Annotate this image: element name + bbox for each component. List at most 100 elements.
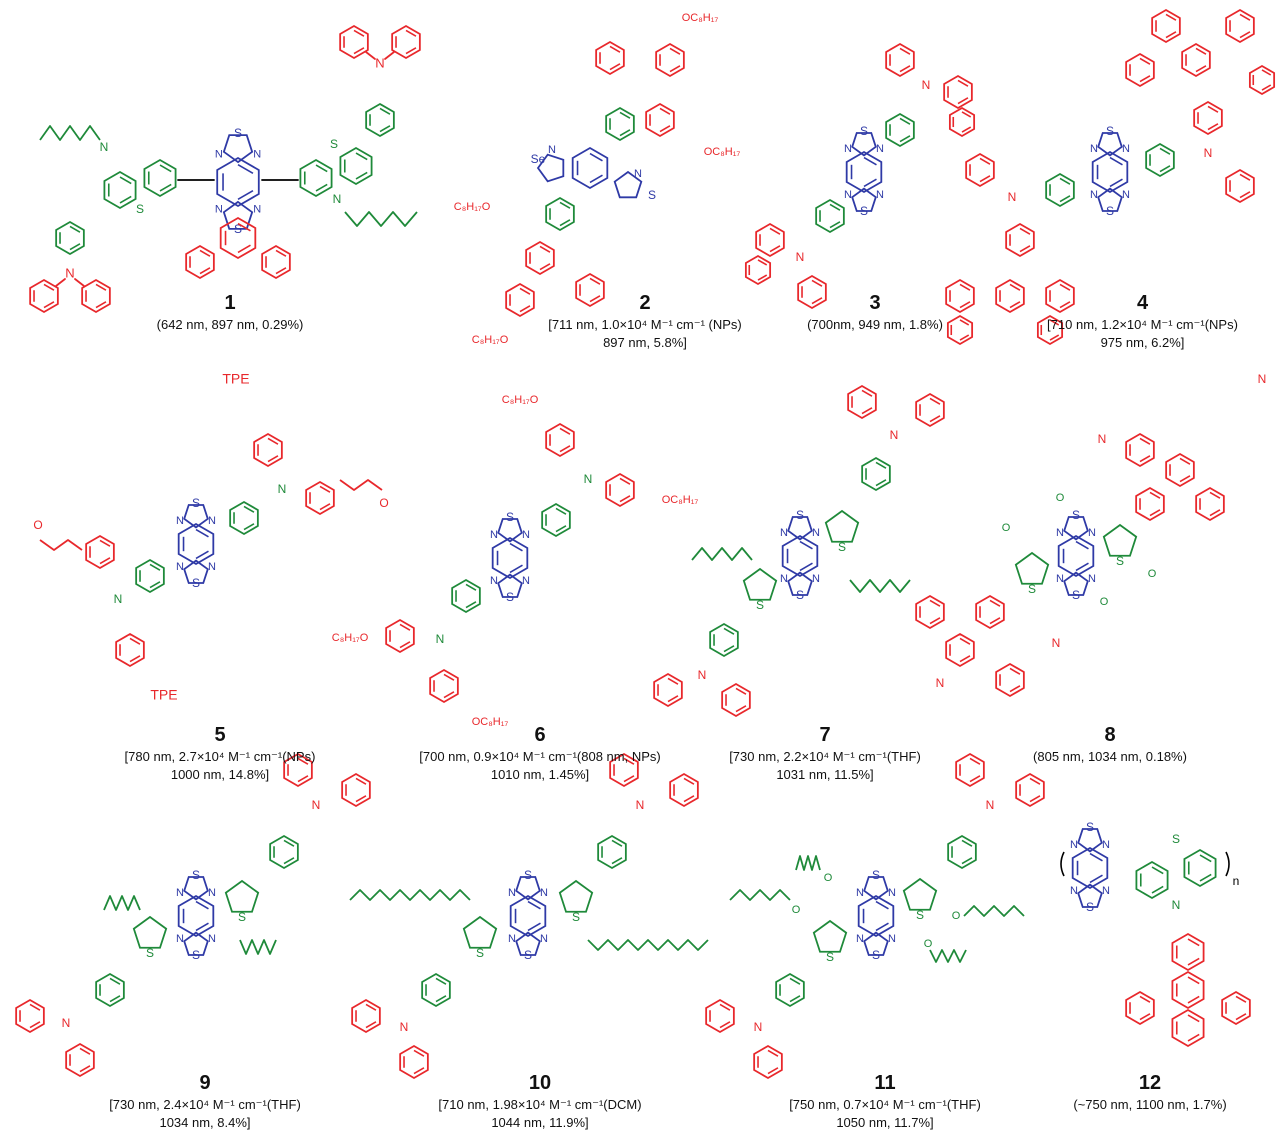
benzene-ring — [429, 668, 459, 704]
sulfur-label: S — [238, 910, 246, 924]
nitrogen-label: N — [1102, 839, 1110, 851]
benzene-ring — [261, 244, 291, 280]
alkyl-chain — [849, 579, 911, 593]
double-bond — [109, 995, 121, 1003]
double-bond — [1009, 685, 1021, 693]
octyloxy-label: OC₈H₁₇ — [704, 146, 741, 158]
nitrogen-label: N — [540, 887, 548, 899]
compound-props-line1: [700 nm, 0.9×10⁴ M⁻¹ cm⁻¹(808 nm, NPs) — [419, 749, 661, 764]
nitrogen-label: N — [1204, 146, 1213, 160]
double-bond — [611, 839, 623, 847]
compound-number: 7 — [819, 724, 831, 746]
nitrogen-label: N — [540, 933, 548, 945]
nitrogen-label: N — [876, 143, 884, 155]
benzene-ring — [609, 752, 639, 788]
double-bond — [1235, 995, 1247, 1003]
double-bond — [319, 503, 331, 511]
double-bond — [1009, 283, 1021, 291]
caption-12: 12 (~750 nm, 1100 nm, 1.7%) — [1040, 1072, 1260, 1114]
caption-1: 1 (642 nm, 897 nm, 0.29%) — [120, 292, 340, 334]
double-bond — [1159, 147, 1171, 155]
double-bond — [119, 176, 132, 185]
benzene-ring — [1145, 142, 1175, 178]
double-bond — [1019, 227, 1031, 235]
benzene-ring — [399, 1044, 429, 1080]
five-membered-ring — [224, 879, 260, 913]
compound-number: 8 — [1104, 724, 1116, 746]
benzene-ring — [705, 998, 735, 1034]
double-bond — [899, 117, 911, 125]
double-bond — [1029, 777, 1041, 785]
benzene-ring — [509, 894, 547, 938]
nitrogen-label: N — [634, 168, 642, 180]
five-membered-ring — [1077, 883, 1103, 908]
sulfur-label: S — [1106, 124, 1114, 138]
double-bond — [619, 477, 631, 485]
five-membered-ring — [1097, 132, 1123, 157]
double-bond — [1261, 69, 1272, 76]
double-bond — [1029, 795, 1041, 803]
double-bond — [861, 407, 873, 415]
benzene-ring — [605, 472, 635, 508]
sulfur-label: S — [192, 948, 200, 962]
double-bond — [353, 29, 365, 37]
benzene-ring — [1045, 278, 1075, 314]
benzene-ring — [1221, 990, 1251, 1026]
double-bond — [959, 334, 970, 341]
nitrogen-label: N — [1122, 143, 1130, 155]
caption-6: 6 [700 nm, 0.9×10⁴ M⁻¹ cm⁻¹(808 nm, NPs)… — [380, 724, 700, 784]
five-membered-ring — [183, 504, 209, 529]
benzene-ring — [1171, 932, 1205, 972]
nitrogen-label: N — [888, 887, 896, 899]
double-bond — [405, 47, 417, 55]
bond — [384, 51, 395, 60]
double-bond — [399, 641, 411, 649]
double-bond — [1139, 437, 1151, 445]
double-bond — [829, 203, 841, 211]
double-bond — [1159, 165, 1171, 173]
benzene-ring — [575, 272, 605, 308]
double-bond — [267, 437, 279, 445]
double-bond — [195, 900, 209, 910]
sulfur-label: S — [860, 124, 868, 138]
benzene-ring — [219, 216, 257, 260]
benzene-ring — [653, 672, 683, 708]
nitrogen-label: N — [698, 668, 707, 682]
benzene-ring — [669, 772, 699, 808]
double-bond — [435, 995, 447, 1003]
double-bond — [789, 977, 801, 985]
double-bond — [1009, 301, 1021, 309]
double-bond — [159, 183, 172, 192]
sulfur-label: S — [860, 204, 868, 218]
benzene-ring — [525, 240, 555, 276]
double-bond — [1059, 195, 1071, 203]
nitrogen-label: N — [922, 78, 931, 92]
double-bond — [669, 65, 681, 73]
double-bond — [929, 397, 941, 405]
double-bond — [1187, 938, 1200, 947]
benzene-ring — [1248, 64, 1276, 96]
compound-props-line2: 1010 nm, 1.45%] — [490, 767, 590, 782]
alkyl-chain — [587, 939, 709, 951]
double-bond — [769, 227, 781, 235]
double-bond — [527, 922, 541, 932]
benzene-ring — [1125, 432, 1155, 468]
double-bond — [465, 601, 477, 609]
oxygen-label: O — [1148, 568, 1157, 580]
double-bond — [961, 126, 972, 133]
double-bond — [159, 164, 172, 173]
sulfur-label: S — [1028, 582, 1036, 596]
double-bond — [199, 267, 211, 275]
double-bond — [589, 295, 601, 303]
double-bond — [1209, 509, 1221, 517]
five-membered-ring — [613, 170, 643, 199]
benzene-ring — [943, 74, 973, 110]
sulfur-label: S — [838, 540, 846, 554]
nitrogen-label: N — [522, 575, 530, 587]
compound-number: 10 — [528, 1072, 552, 1094]
sulfur-label: S — [234, 222, 242, 236]
double-bond — [1179, 475, 1191, 483]
caption-10: 10 [710 nm, 1.98×10⁴ M⁻¹ cm⁻¹(DCM) 1044 … — [400, 1072, 680, 1132]
double-bond — [1187, 1014, 1200, 1023]
double-bond — [1195, 47, 1207, 55]
